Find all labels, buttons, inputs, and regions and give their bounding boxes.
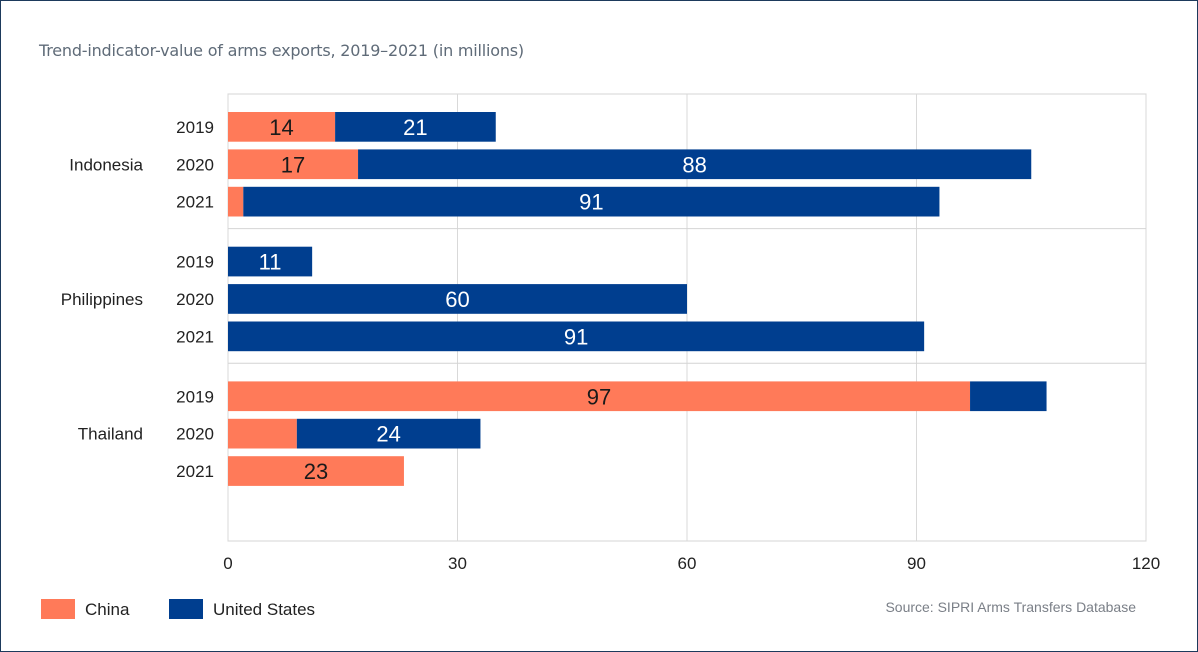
y-tick-label: 2019: [176, 387, 214, 406]
bar-united-states: [335, 112, 496, 142]
bar-china: [228, 418, 297, 449]
bar-united-states: [970, 381, 1047, 412]
y-tick-label: 2020: [176, 425, 214, 444]
legend-swatch: [41, 599, 75, 619]
data-label: 17: [281, 152, 305, 177]
y-tick-label: 2021: [176, 193, 214, 212]
data-label: 21: [403, 115, 427, 140]
chart-source: Source: SIPRI Arms Transfers Database: [885, 599, 1136, 615]
group-label: Philippines: [61, 290, 143, 309]
x-tick-label: 90: [907, 554, 926, 573]
bar-united-states: [243, 186, 940, 217]
x-tick-label: 60: [678, 554, 697, 573]
data-label: 91: [564, 324, 588, 349]
bar-united-states: [358, 149, 1032, 180]
data-label: 23: [304, 459, 328, 484]
x-tick-label: 0: [223, 554, 232, 573]
y-tick-label: 2021: [176, 327, 214, 346]
data-label: 11: [259, 250, 282, 275]
y-tick-label: 2019: [176, 253, 214, 272]
y-tick-label: 2019: [176, 118, 214, 137]
legend-swatch: [169, 599, 203, 619]
bar-china: [228, 456, 404, 486]
data-label: 97: [587, 384, 611, 409]
data-label: 88: [682, 152, 706, 177]
bar-united-states: [228, 246, 313, 277]
bar-china: [228, 381, 971, 412]
x-tick-label: 120: [1132, 554, 1160, 573]
data-label: 91: [579, 190, 603, 215]
group-label: Indonesia: [69, 155, 143, 174]
bar-united-states: [228, 284, 687, 314]
data-label: 24: [376, 422, 400, 447]
data-label: 60: [445, 287, 469, 312]
x-tick-label: 30: [448, 554, 467, 573]
legend-label: United States: [213, 600, 315, 619]
bar-united-states: [228, 321, 925, 352]
legend-label: China: [85, 600, 130, 619]
chart-title: Trend-indicator-value of arms exports, 2…: [39, 41, 524, 60]
bar-united-states: [296, 418, 481, 449]
bar-china: [228, 112, 336, 142]
y-tick-label: 2021: [176, 462, 214, 481]
bar-china: [228, 149, 359, 180]
y-tick-label: 2020: [176, 155, 214, 174]
group-label: Thailand: [78, 425, 143, 444]
data-label: 14: [269, 115, 293, 140]
bar-china: [228, 186, 244, 217]
y-tick-label: 2020: [176, 290, 214, 309]
